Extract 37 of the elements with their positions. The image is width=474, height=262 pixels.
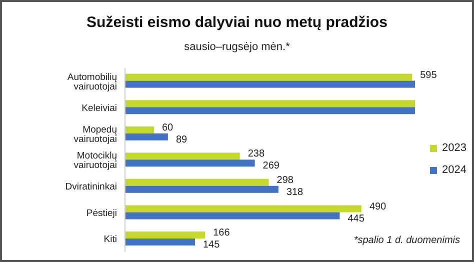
annotation: *spalio 1 d. duomenimis — [354, 235, 460, 246]
legend-label: 2024 — [442, 164, 466, 176]
bar — [125, 74, 412, 81]
bar — [125, 178, 269, 186]
y-tick-label: Dviratininkai — [65, 182, 117, 193]
legend-label: 2023 — [442, 142, 466, 154]
y-tick-label: Motociklų vairuotojai — [74, 150, 117, 172]
y-tick-label: Pėstieji — [86, 208, 117, 219]
chart-subtitle: sausio–rugsėjo mėn.* — [183, 41, 291, 53]
bar — [125, 238, 195, 246]
y-tick-label: Keleiviai — [82, 102, 117, 114]
bar — [125, 80, 415, 88]
data-label: 238 — [248, 148, 265, 160]
data-label: 60 — [162, 122, 174, 134]
data-label: 166 — [213, 228, 230, 239]
data-label: 490 — [369, 201, 387, 212]
bar — [125, 126, 154, 134]
bar — [125, 107, 415, 114]
bar — [125, 212, 340, 220]
data-label: 89 — [176, 134, 188, 146]
data-label: 145 — [202, 240, 220, 251]
bar — [125, 231, 206, 238]
y-tick-label: Kiti — [104, 234, 117, 246]
data-label: 445 — [348, 213, 365, 224]
y-tick-label: Automobilių vairuotojai — [67, 72, 117, 92]
bar — [125, 100, 415, 108]
chart-title: Sužeisti eismo dalyviai nuo metų pradžios — [86, 14, 388, 31]
bar — [125, 205, 362, 212]
data-label: 298 — [276, 174, 294, 186]
bar — [125, 160, 255, 167]
data-label: 318 — [286, 186, 304, 198]
data-label: 595 — [420, 70, 438, 81]
bar — [125, 133, 168, 140]
data-label: 269 — [262, 160, 280, 172]
y-tick-label: Mopedų vairuotojai — [74, 124, 117, 145]
bar — [125, 152, 240, 160]
bar — [125, 186, 278, 193]
